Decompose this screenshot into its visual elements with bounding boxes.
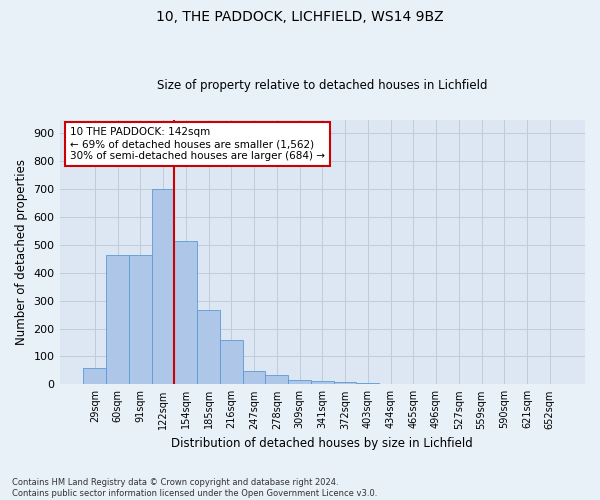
Bar	[242, 371, 265, 384]
Text: 10 THE PADDOCK: 142sqm
← 69% of detached houses are smaller (1,562)
30% of semi-: 10 THE PADDOCK: 142sqm ← 69% of detached…	[70, 128, 325, 160]
Text: 10, THE PADDOCK, LICHFIELD, WS14 9BZ: 10, THE PADDOCK, LICHFIELD, WS14 9BZ	[156, 10, 444, 24]
Bar	[83, 368, 106, 384]
Bar	[220, 340, 242, 384]
Bar	[129, 254, 152, 384]
Bar	[175, 241, 197, 384]
Bar	[288, 380, 311, 384]
Bar	[197, 310, 220, 384]
Bar	[356, 383, 379, 384]
Y-axis label: Number of detached properties: Number of detached properties	[15, 159, 28, 345]
Bar	[334, 382, 356, 384]
Bar	[265, 376, 288, 384]
X-axis label: Distribution of detached houses by size in Lichfield: Distribution of detached houses by size …	[172, 437, 473, 450]
Bar	[311, 380, 334, 384]
Text: Contains HM Land Registry data © Crown copyright and database right 2024.
Contai: Contains HM Land Registry data © Crown c…	[12, 478, 377, 498]
Title: Size of property relative to detached houses in Lichfield: Size of property relative to detached ho…	[157, 79, 488, 92]
Bar	[106, 254, 129, 384]
Bar	[152, 189, 175, 384]
